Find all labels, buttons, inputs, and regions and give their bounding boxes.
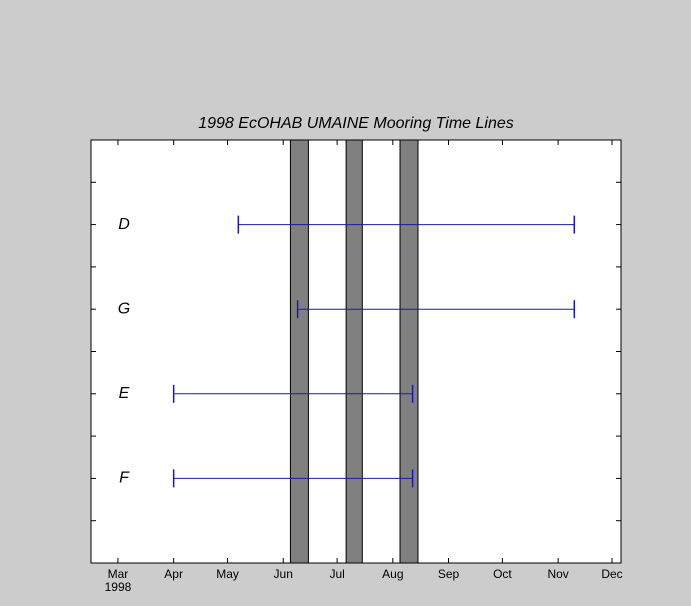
x-tick-label: Aug bbox=[382, 567, 403, 581]
x-tick-label: May bbox=[216, 567, 239, 581]
row-label: D bbox=[118, 216, 130, 233]
x-tick-label: Apr bbox=[164, 567, 183, 581]
x-tick-label: Jul bbox=[329, 567, 344, 581]
x-tick-label: Nov bbox=[547, 567, 568, 581]
shaded-band bbox=[345, 139, 363, 564]
x-tick-label: Jun bbox=[274, 567, 293, 581]
x-tick-label: Mar bbox=[108, 567, 129, 581]
chart-title: 1998 EcOHAB UMAINE Mooring Time Lines bbox=[198, 115, 514, 132]
x-tick-label: Oct bbox=[493, 567, 512, 581]
x-tick-label: Dec bbox=[601, 567, 622, 581]
x-tick-label: Sep bbox=[438, 567, 460, 581]
shaded-band bbox=[399, 139, 419, 564]
row-label: G bbox=[118, 300, 130, 317]
row-label: E bbox=[119, 385, 130, 402]
row-label: F bbox=[119, 470, 130, 487]
shaded-band bbox=[289, 139, 309, 564]
year-label: 1998 bbox=[105, 580, 132, 594]
